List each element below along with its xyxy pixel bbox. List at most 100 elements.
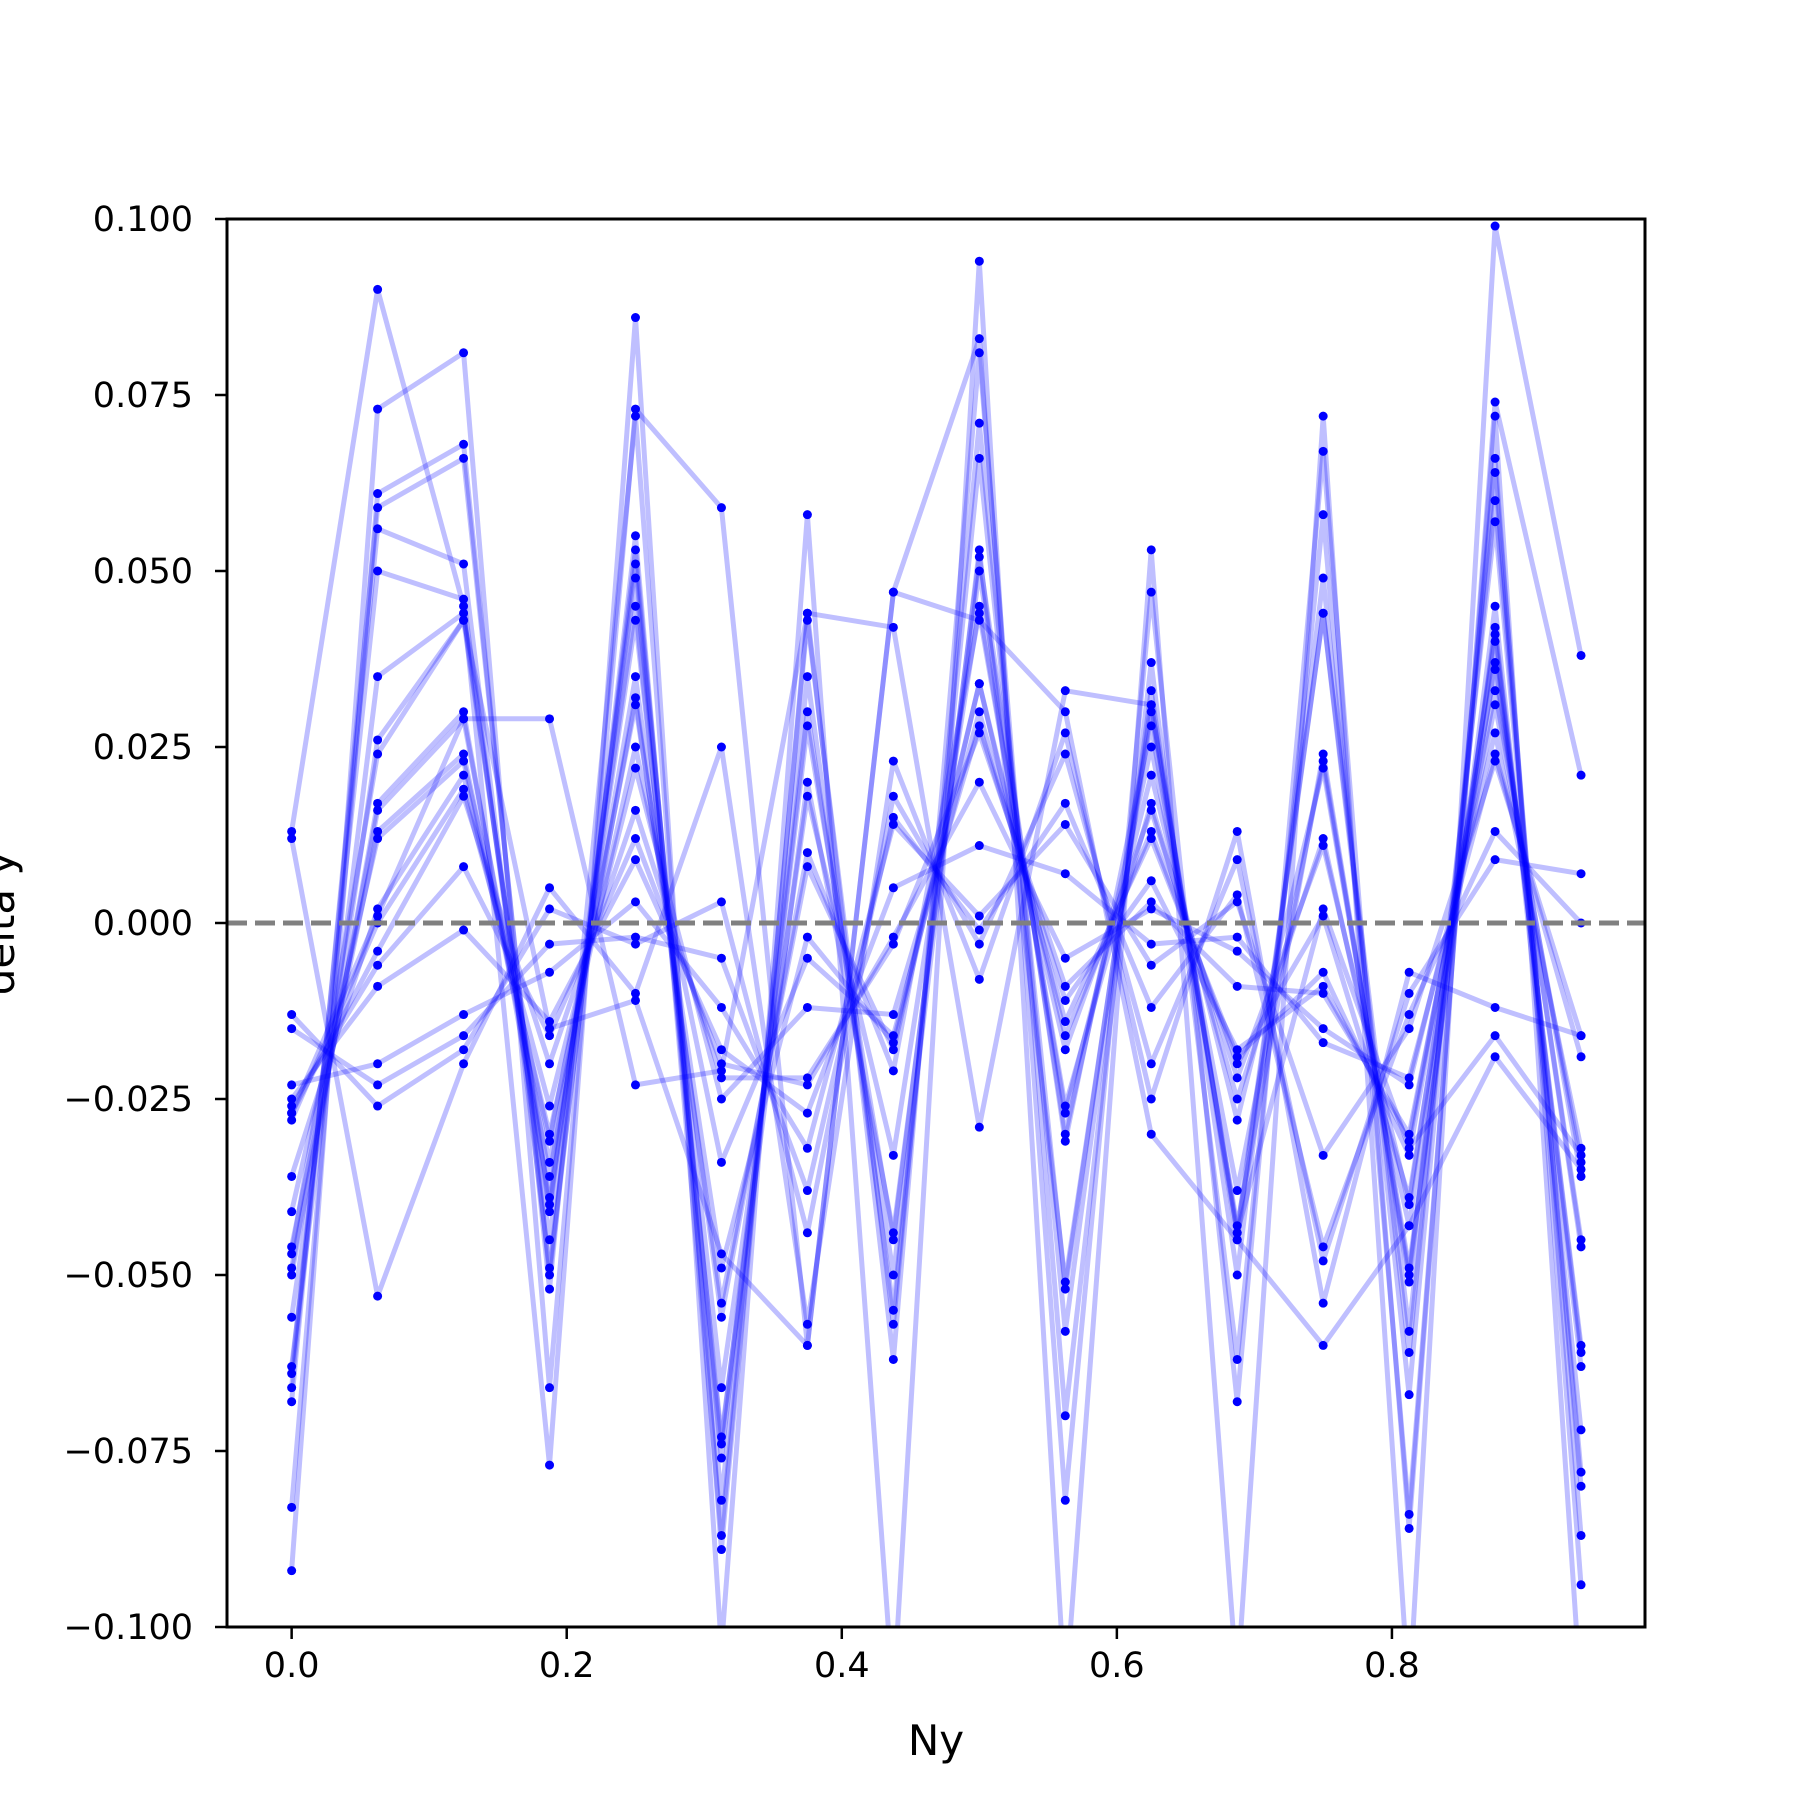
data-point: [1404, 1347, 1414, 1357]
data-point: [545, 1200, 555, 1210]
data-point: [888, 1228, 898, 1238]
data-point: [802, 791, 812, 801]
data-point: [1060, 1101, 1070, 1111]
series-line-8: [289, 568, 1584, 1440]
data-point: [1318, 749, 1328, 759]
data-point: [1404, 988, 1414, 998]
data-point: [1146, 897, 1156, 907]
y-tick-label: 0.000: [93, 904, 193, 944]
data-point: [974, 566, 984, 576]
data-point: [1232, 1354, 1242, 1364]
data-point: [459, 784, 469, 794]
data-point: [373, 946, 383, 956]
data-point: [888, 1305, 898, 1315]
data-point: [974, 608, 984, 618]
data-point: [716, 1094, 726, 1104]
data-point: [630, 763, 640, 773]
data-point: [1490, 496, 1500, 506]
series-line-13: [289, 667, 1584, 1243]
y-tick-label: 0.050: [93, 552, 193, 592]
data-point: [1490, 622, 1500, 632]
data-point: [1576, 1171, 1586, 1181]
data-point: [1060, 707, 1070, 717]
data-point: [1232, 932, 1242, 942]
data-point: [545, 939, 555, 949]
data-point: [974, 453, 984, 463]
series-line-20: [289, 751, 1584, 1264]
data-point: [1060, 1495, 1070, 1505]
data-point: [459, 601, 469, 611]
data-point: [1404, 1509, 1414, 1519]
data-point: [545, 1059, 555, 1069]
series-line-10: [289, 610, 1584, 1355]
data-point: [888, 1066, 898, 1076]
y-tick-label: 0.100: [93, 200, 193, 240]
data-point: [1404, 1200, 1414, 1210]
data-point: [802, 707, 812, 717]
data-point: [287, 1383, 297, 1393]
data-point: [630, 615, 640, 625]
y-tick-label: −0.100: [63, 1608, 193, 1648]
data-point: [545, 1284, 555, 1294]
data-point: [1576, 1157, 1586, 1167]
data-point: [630, 601, 640, 611]
data-point: [1060, 819, 1070, 829]
data-point: [1404, 1024, 1414, 1034]
data-point: [974, 721, 984, 731]
data-point: [287, 1369, 297, 1379]
data-point: [888, 932, 898, 942]
data-point: [1490, 629, 1500, 639]
data-point: [1318, 841, 1328, 851]
data-point: [459, 756, 469, 766]
data-point: [373, 1080, 383, 1090]
data-point: [888, 1235, 898, 1245]
data-point: [1232, 1094, 1242, 1104]
data-point: [716, 953, 726, 963]
data-point: [1404, 1270, 1414, 1280]
data-point: [974, 615, 984, 625]
data-point: [1146, 805, 1156, 815]
data-point: [889, 1693, 898, 1702]
series-line-11: [289, 638, 1584, 1348]
data-point: [1060, 1284, 1070, 1294]
data-point: [716, 1263, 726, 1273]
data-point: [1146, 587, 1156, 597]
data-point: [545, 1383, 555, 1393]
data-point: [1490, 397, 1500, 407]
data-point: [1232, 1221, 1242, 1231]
y-tick-label: −0.025: [63, 1080, 193, 1120]
data-point: [1576, 1150, 1586, 1160]
data-point: [1576, 1362, 1586, 1372]
data-point: [1490, 1052, 1500, 1062]
data-point: [888, 1354, 898, 1364]
data-point: [888, 819, 898, 829]
data-point: [1060, 1411, 1070, 1421]
data-point: [717, 1644, 726, 1653]
data-point: [630, 932, 640, 942]
data-point: [373, 489, 383, 499]
data-point: [287, 1108, 297, 1118]
data-point: [1404, 1129, 1414, 1139]
data-point: [974, 777, 984, 787]
data-point: [630, 545, 640, 555]
y-tick-label: 0.075: [93, 376, 193, 416]
data-point: [630, 834, 640, 844]
data-point: [373, 960, 383, 970]
data-point: [1232, 826, 1242, 836]
data-point: [716, 503, 726, 513]
series-line-17: [289, 751, 1584, 1116]
data-point: [373, 798, 383, 808]
data-point: [974, 552, 984, 562]
data-point: [373, 1101, 383, 1111]
series-line-3: [289, 350, 1579, 1627]
data-point: [1490, 517, 1500, 527]
data-point: [630, 559, 640, 569]
data-point: [545, 967, 555, 977]
data-point: [802, 862, 812, 872]
y-tick-label: −0.050: [63, 1256, 193, 1296]
data-point: [1232, 1073, 1242, 1083]
data-point: [1405, 1693, 1414, 1702]
data-point: [630, 855, 640, 865]
data-point: [716, 1530, 726, 1540]
